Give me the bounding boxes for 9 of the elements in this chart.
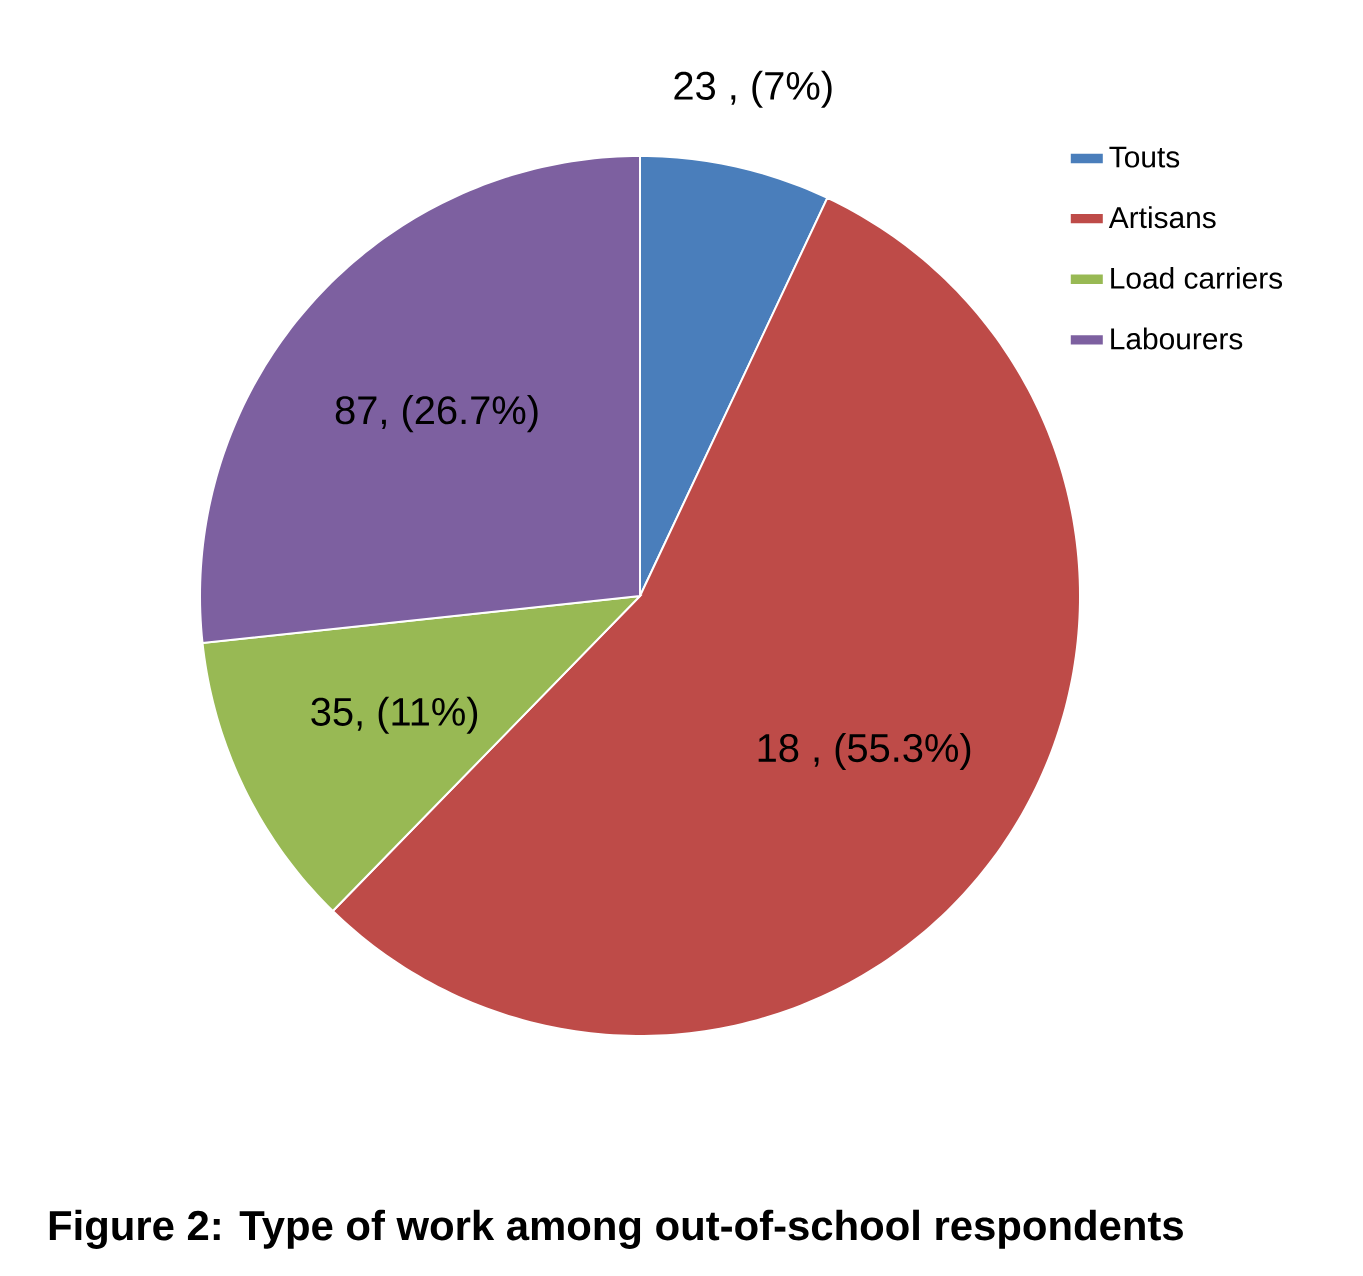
text: Figure 2: Type of work among out-of-school respondents <box>49 1209 1183 1249</box>
legend-label: Load carriers <box>1111 266 1283 289</box>
legend-label: Artisans <box>1108 206 1216 229</box>
legend-label: Touts <box>1109 146 1180 168</box>
data-label: 35, (11%) <box>311 696 478 734</box>
data-label: 87, (26.7%) <box>335 395 538 433</box>
data-label: 23 , (7%) <box>674 70 832 108</box>
data-label: 18 , (55.3%) <box>758 732 971 771</box>
legend-label: Labourers <box>1111 327 1243 350</box>
